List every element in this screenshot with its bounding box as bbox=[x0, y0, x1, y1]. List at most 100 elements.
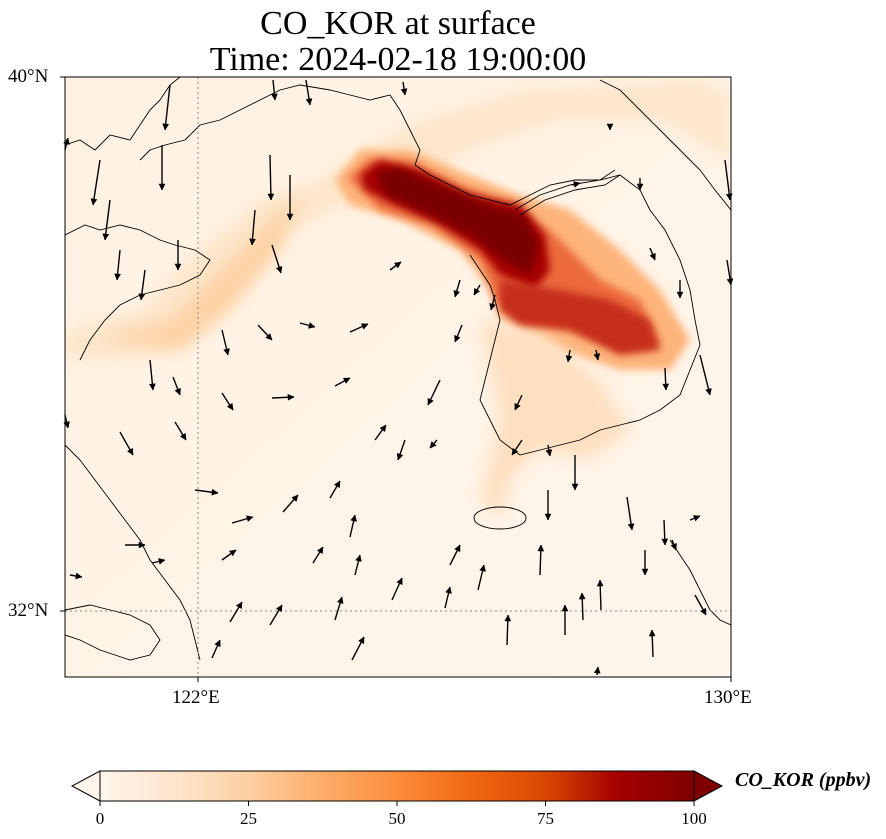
wind-arrow-head bbox=[174, 387, 181, 396]
wind-arrow-head bbox=[275, 266, 283, 274]
wind-arrow-head bbox=[454, 334, 461, 343]
wind-arrow-head bbox=[249, 238, 256, 246]
wind-arrow bbox=[164, 84, 171, 131]
wind-arrow-head bbox=[162, 123, 170, 131]
wind-arrow-head bbox=[126, 447, 134, 456]
wind-arrow-head bbox=[265, 333, 273, 341]
wind-arrow-head bbox=[360, 323, 369, 330]
wind-arrow-head bbox=[138, 541, 146, 549]
wind-arrow-head bbox=[396, 452, 404, 461]
wind-arrow-head bbox=[228, 549, 237, 557]
wind-arrow-head bbox=[342, 377, 351, 384]
wind-arrow bbox=[104, 199, 111, 241]
wind-arrow-head bbox=[214, 639, 221, 648]
wind-arrow-head bbox=[662, 383, 670, 391]
lon-tick-122e: 122°E bbox=[172, 687, 220, 708]
wind-arrow-head bbox=[573, 181, 581, 188]
plume-west bbox=[100, 200, 300, 350]
wind-arrow-head bbox=[396, 577, 403, 586]
wind-arrow-head bbox=[641, 568, 649, 576]
wind-arrow-head bbox=[350, 514, 357, 522]
wind-arrow-head bbox=[489, 303, 496, 311]
coastline-liaodong bbox=[414, 164, 701, 456]
colorbar-tick-100: 100 bbox=[681, 809, 707, 828]
wind-arrow-head bbox=[649, 252, 656, 261]
wind-arrow-head bbox=[316, 546, 324, 555]
wind-arrow-head bbox=[246, 515, 254, 522]
wind-arrow-head bbox=[75, 572, 83, 580]
wind-arrow-head bbox=[504, 614, 512, 622]
wind-arrow-head bbox=[565, 355, 573, 363]
wind-arrow-head bbox=[473, 287, 481, 296]
map-title: CO_KOR at surface bbox=[260, 5, 536, 42]
wind-arrow-head bbox=[267, 193, 275, 201]
axis-ticks bbox=[60, 76, 732, 682]
jeju-island bbox=[473, 506, 527, 530]
wind-arrow-head bbox=[358, 636, 365, 645]
wind-arrow-head bbox=[223, 348, 230, 356]
colorbar-tick-50: 50 bbox=[388, 809, 406, 828]
wind-arrow-head bbox=[429, 441, 437, 449]
wind-arrow-head bbox=[235, 601, 243, 610]
wind-arrow-head bbox=[648, 629, 656, 637]
colorbar-tick-25: 25 bbox=[240, 809, 257, 828]
plume-south-faint bbox=[480, 320, 630, 520]
wind-arrow-head bbox=[400, 88, 408, 96]
colorbar-gradient bbox=[99, 770, 695, 802]
wind-arrow bbox=[92, 159, 101, 206]
coastline-china-north bbox=[65, 77, 181, 151]
wind-arrow-head bbox=[454, 544, 461, 553]
concentration-map bbox=[60, 76, 734, 682]
wind-arrow-head bbox=[561, 604, 569, 612]
wind-arrow-head bbox=[593, 353, 601, 361]
wind-arrow-head bbox=[661, 538, 669, 546]
wind-arrow-head bbox=[692, 515, 701, 522]
wind-arrow-head bbox=[726, 278, 734, 286]
wind-arrow bbox=[724, 159, 731, 201]
wind-arrow-head bbox=[291, 494, 299, 502]
plume-tail bbox=[500, 280, 660, 355]
concentration-field bbox=[65, 77, 731, 677]
wind-arrow-head bbox=[179, 432, 187, 441]
colorbar-label: CO_KOR (ppbv) bbox=[735, 769, 872, 791]
coastline-jiangsu bbox=[65, 444, 201, 661]
lon-tick-130e: 130°E bbox=[704, 687, 752, 708]
wind-arrow-head bbox=[226, 402, 234, 411]
coastline-japan-tsushima bbox=[669, 539, 731, 626]
wind-arrow-head bbox=[355, 554, 362, 562]
wind-arrow-head bbox=[287, 393, 295, 401]
wind-arrow bbox=[269, 154, 272, 201]
yalu-river bbox=[514, 169, 621, 216]
coastline-shandong bbox=[65, 224, 211, 361]
lat-tick-32n: 32°N bbox=[8, 600, 49, 621]
lat-tick-40n: 40°N bbox=[8, 66, 49, 87]
wind-arrow-head bbox=[700, 607, 707, 616]
colorbar-extend-low bbox=[70, 770, 101, 802]
wind-arrow-head bbox=[138, 293, 146, 301]
colorbar-ticks bbox=[99, 801, 695, 806]
colorbar-extend-high bbox=[693, 770, 724, 802]
wind-arrow-head bbox=[593, 666, 601, 674]
wind-arrow-head bbox=[627, 523, 635, 531]
coastline-korea-east bbox=[599, 79, 731, 211]
plume-core-dark bbox=[375, 168, 540, 275]
wind-arrow-head bbox=[544, 513, 552, 521]
wind-arrow-head bbox=[571, 483, 579, 491]
wind-arrow-head bbox=[705, 388, 712, 396]
wind-arrow-head bbox=[545, 449, 553, 457]
colorbar-tick-0: 0 bbox=[95, 809, 105, 828]
gridlines bbox=[65, 77, 731, 677]
wind-arrow-head bbox=[333, 480, 341, 489]
wind-arrow-head bbox=[537, 544, 545, 552]
map-time-subtitle: Time: 2024-02-18 19:00:00 bbox=[209, 41, 587, 78]
wind-arrow-head bbox=[286, 213, 294, 221]
coastline-bohai bbox=[139, 84, 421, 166]
wind-arrow-head bbox=[427, 397, 434, 406]
coastline-yangtze bbox=[65, 604, 161, 661]
wind-arrow-head bbox=[114, 273, 122, 281]
wind-arrow-head bbox=[445, 586, 452, 594]
wind-arrow-head bbox=[102, 233, 110, 241]
wind-arrow-head bbox=[578, 592, 586, 600]
wind-arrow-head bbox=[514, 402, 521, 411]
